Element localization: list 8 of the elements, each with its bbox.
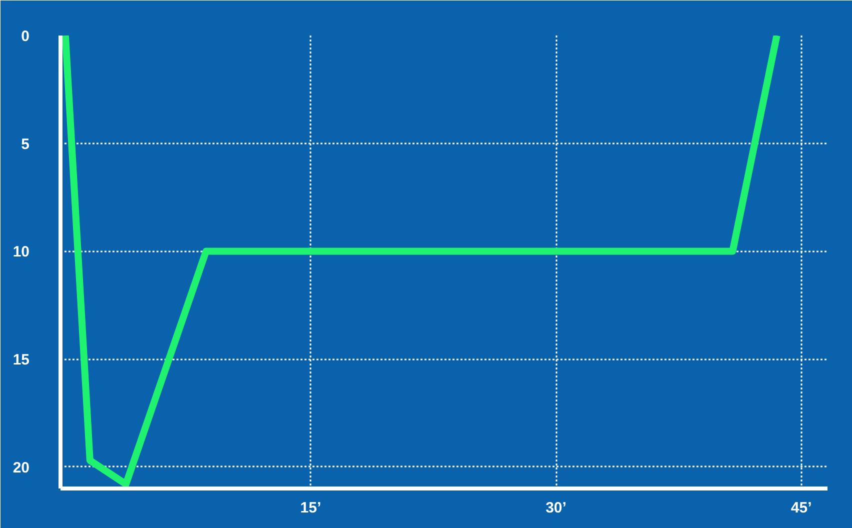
y-tick-label: 0 [21,28,30,45]
y-tick-label: 5 [21,136,30,153]
x-tick-label: 45’ [790,500,812,516]
y-tick-label: 15 [12,352,30,369]
x-tick-label: 15’ [300,500,322,516]
y-tick-label: 10 [12,244,30,261]
y-tick-label: 20 [12,459,30,476]
x-tick-label: 30’ [546,500,566,516]
